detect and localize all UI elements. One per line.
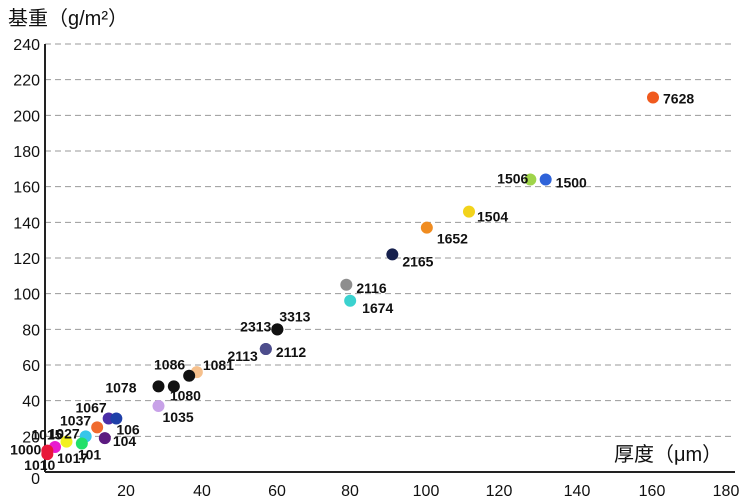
point-label-1067: 1067 bbox=[76, 400, 107, 416]
point-label-1506: 1506 bbox=[497, 171, 528, 187]
point-label-2113: 2113 bbox=[227, 348, 258, 364]
point-label-2165: 2165 bbox=[402, 253, 433, 269]
data-point-2165 bbox=[386, 248, 399, 261]
y-tick-label: 140 bbox=[13, 215, 40, 232]
point-label-106: 106 bbox=[116, 422, 140, 438]
x-axis-title: 厚度（μm） bbox=[614, 443, 722, 466]
y-tick-labels: 0 20 40 60 80 100 120 140 160 180 200 220 240 bbox=[13, 37, 40, 488]
data-point-1500 bbox=[539, 173, 552, 186]
data-point-2113 bbox=[259, 342, 272, 355]
axes bbox=[44, 44, 735, 473]
x-tick-label: 160 bbox=[639, 483, 666, 500]
y-tick-label: 200 bbox=[13, 108, 40, 125]
point-label-104: 104 bbox=[113, 433, 137, 449]
data-point-1504 bbox=[463, 205, 475, 218]
point-label-2313: 2313 bbox=[240, 318, 271, 334]
data-points bbox=[41, 91, 659, 461]
point-label-1086: 1086 bbox=[154, 357, 185, 373]
y-axis-title: 基重（g/m²） bbox=[8, 7, 128, 30]
x-tick-label: 20 bbox=[117, 483, 135, 500]
data-point-7628 bbox=[647, 91, 659, 104]
point-label-1080: 1080 bbox=[170, 387, 201, 403]
data-point-1010 bbox=[41, 448, 54, 461]
point-label-1027: 1027 bbox=[49, 425, 80, 441]
data-point-1086 bbox=[183, 369, 196, 382]
data-point-1674 bbox=[344, 294, 357, 307]
point-label-101: 101 bbox=[78, 446, 102, 462]
point-label-3313: 3313 bbox=[279, 308, 310, 324]
x-tick-label: 180 bbox=[713, 483, 740, 500]
point-label-1037: 1037 bbox=[60, 412, 91, 428]
data-point-1080 bbox=[167, 380, 180, 393]
y-tick-label: 100 bbox=[13, 287, 40, 304]
data-point-1037 bbox=[91, 421, 104, 434]
point-label-1081: 1081 bbox=[203, 357, 234, 373]
point-label-1078: 1078 bbox=[105, 379, 136, 395]
y-tick-label: 180 bbox=[13, 144, 40, 161]
y-tick-label: 20 bbox=[22, 429, 40, 446]
x-tick-label: 80 bbox=[341, 483, 359, 500]
point-label-1500: 1500 bbox=[556, 175, 587, 191]
point-label-1674: 1674 bbox=[362, 300, 393, 316]
point-label-2112: 2112 bbox=[276, 344, 307, 360]
point-label-1010: 1010 bbox=[24, 457, 55, 473]
data-point-2313 bbox=[271, 323, 284, 336]
data-point-1652 bbox=[420, 221, 433, 234]
grid-lines bbox=[45, 43, 735, 437]
data-point-1506 bbox=[524, 173, 537, 186]
y-tick-label: 120 bbox=[13, 251, 40, 268]
point-label-1504: 1504 bbox=[477, 209, 508, 225]
data-point-1015 bbox=[60, 435, 73, 448]
y-tick-label: 220 bbox=[13, 73, 40, 90]
y-tick-label: 80 bbox=[22, 322, 40, 339]
x-tick-label: 60 bbox=[268, 483, 286, 500]
point-label-1035: 1035 bbox=[163, 409, 194, 425]
data-point-101 bbox=[75, 437, 88, 450]
x-tick-label: 140 bbox=[564, 483, 591, 500]
y-tick-label: 240 bbox=[13, 37, 40, 54]
point-label-1652: 1652 bbox=[437, 231, 468, 247]
data-point-104 bbox=[98, 432, 111, 445]
point-label-2116: 2116 bbox=[356, 280, 387, 296]
point-label-1015: 1015 bbox=[31, 427, 62, 443]
y-tick-label: 40 bbox=[22, 394, 40, 411]
y-tick-label: 60 bbox=[22, 358, 40, 375]
point-label-1017: 1017 bbox=[57, 450, 88, 466]
data-point-2116 bbox=[340, 278, 353, 291]
point-label-7628: 7628 bbox=[663, 91, 694, 107]
data-point-1078 bbox=[152, 380, 165, 393]
data-point-106 bbox=[110, 412, 123, 425]
x-tick-labels: 20 40 60 80 100 120 140 160 180 bbox=[117, 483, 739, 500]
x-tick-label: 40 bbox=[193, 483, 211, 500]
point-label-1000: 1000 bbox=[10, 442, 41, 458]
y-tick-label: 160 bbox=[13, 180, 40, 197]
y-tick-label: 0 bbox=[31, 471, 40, 488]
x-tick-label: 120 bbox=[486, 483, 513, 500]
data-point-1035 bbox=[152, 400, 165, 413]
x-tick-label: 100 bbox=[413, 483, 440, 500]
